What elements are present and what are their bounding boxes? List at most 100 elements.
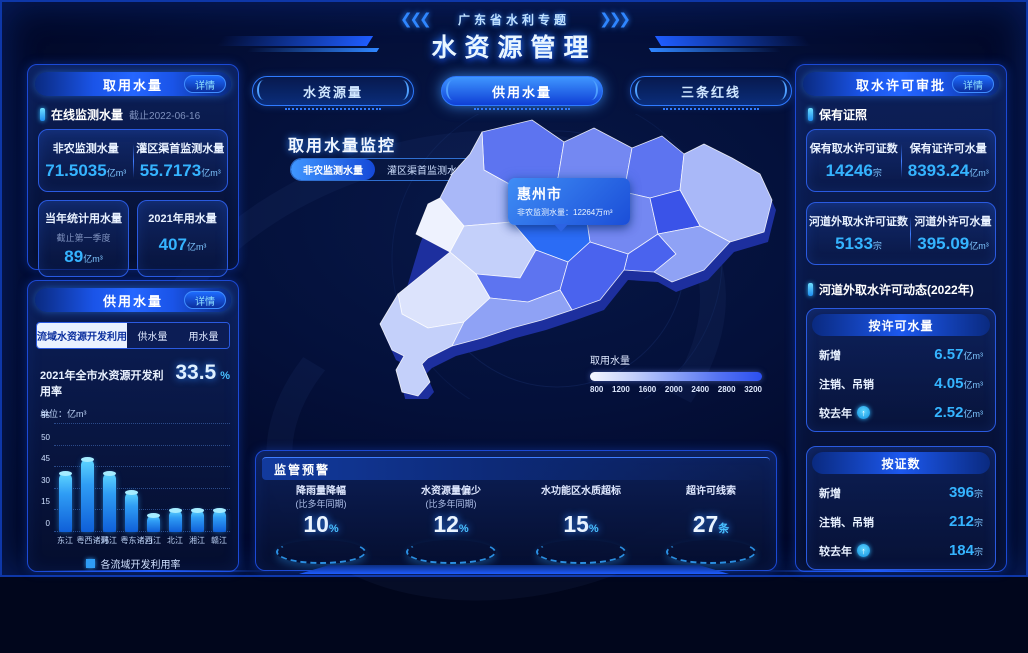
toggle-canal-head-monitoring[interactable]: 灌区渠首监测水量 bbox=[387, 166, 467, 177]
stat-held-permitted-volume: 保有证许可水量 8393.24亿m³ bbox=[907, 143, 989, 180]
chart-x-label: 北江 bbox=[167, 536, 183, 545]
section-online-monitoring: 在线监测水量 截止2022-06-16 bbox=[40, 106, 228, 123]
chart-legend: 各流域开发利用率 bbox=[28, 556, 238, 571]
section-marker-icon bbox=[40, 108, 45, 121]
legend-square-icon bbox=[85, 559, 95, 568]
chart-bar bbox=[190, 508, 204, 532]
map-region[interactable] bbox=[623, 135, 685, 199]
warning-rainfall-drop: 降雨量降幅 (比多年同期) 10% bbox=[256, 486, 386, 564]
toggle-nonfarm-monitoring[interactable]: 非农监测水量 bbox=[291, 159, 375, 180]
footer-line bbox=[32, 570, 272, 572]
pedestal-ring-icon bbox=[276, 540, 366, 564]
chart-bar bbox=[58, 470, 72, 532]
panel-title: 供用水量 bbox=[102, 293, 163, 309]
stat-river-external-count: 河道外取水许可证数 5133宗 bbox=[809, 216, 908, 253]
section-marker-icon bbox=[808, 283, 813, 296]
stat-2021-usage: 2021年用水量 407亿m³ bbox=[137, 200, 228, 277]
utilization-rate: 2021年全市水资源开发利用率 33.5 % bbox=[40, 361, 230, 398]
divider bbox=[900, 143, 902, 178]
section-permit-dynamics: 河道外取水许可动态(2022年) bbox=[808, 281, 996, 298]
out-of-river-card: 河道外取水许可证数 5133宗 河道外许可水量 395.09亿m³ bbox=[806, 202, 996, 265]
warning-resource-shortage: 水资源量偏少 (比多年同期) 12% bbox=[386, 486, 516, 564]
map-section-title: 取用水量监控 bbox=[288, 138, 397, 155]
chart-bar bbox=[212, 508, 226, 532]
panel-water-supply: 供用水量 详情 流域水资源开发利用 供水量 用水量 2021年全市水资源开发利用… bbox=[27, 280, 239, 572]
chart-bars bbox=[54, 424, 230, 532]
tab-basin-utilization[interactable]: 流域水资源开发利用 bbox=[37, 323, 127, 348]
chevrons-left-icon: ❮❮❮ bbox=[400, 11, 432, 28]
header: 广东省水利专题 水资源管理 ❮❮❮ ❯❯❯ bbox=[2, 2, 1026, 62]
tab-usage-volume[interactable]: 用水量 bbox=[178, 323, 229, 348]
monitor-values-card: 非农监测水量 71.5035亿m³ 灌区渠首监测水量 55.7173亿m³ bbox=[38, 129, 228, 192]
tab-three-red-lines[interactable]: 三条红线 bbox=[630, 76, 792, 110]
chart-bar bbox=[146, 512, 160, 532]
chart-x-label: 粤西诸河 bbox=[76, 536, 109, 545]
divider bbox=[910, 216, 911, 251]
detail-button[interactable]: 详情 bbox=[184, 75, 226, 93]
gradient-bar bbox=[590, 372, 762, 381]
panel-water-permit: 取水许可审批 详情 保有证照 保有取水许可证数 14246宗 保有证许可水量 8… bbox=[795, 64, 1007, 572]
header-wing-left bbox=[216, 32, 395, 54]
chart-x-label: 赣江 bbox=[211, 536, 227, 545]
chart-x-label: 粤东诸河 bbox=[120, 536, 153, 545]
chart-unit-label: 单位：亿m³ bbox=[40, 409, 87, 419]
center-tabs: 水资源量 供用水量 三条红线 bbox=[252, 76, 792, 110]
chart-bar bbox=[124, 489, 138, 532]
row-new-added: 新增 396宗 bbox=[819, 484, 983, 501]
chart-bar bbox=[168, 508, 182, 532]
section-held-licenses: 保有证照 bbox=[808, 106, 996, 123]
stat-river-external-volume: 河道外许可水量 395.09亿m³ bbox=[914, 216, 992, 253]
map-layer-toggles: 非农监测水量 灌区渠首监测水量 bbox=[290, 158, 480, 181]
map-region[interactable] bbox=[559, 241, 629, 311]
page-title: 水资源管理 bbox=[431, 34, 597, 62]
footer-decoration bbox=[299, 565, 729, 574]
chart-x-label: 湘江 bbox=[189, 536, 205, 545]
scale-ticks: 800 1200 1600 2000 2400 2800 3200 bbox=[590, 385, 762, 394]
chart-x-labels: 东江 粤西诸河 韩江 粤东诸河 西江 北江 湘江 赣江 bbox=[54, 535, 230, 546]
warning-quality-exceed: 水功能区水质超标 15% bbox=[516, 486, 646, 564]
panel-water-intake: 取用水量 详情 在线监测水量 截止2022-06-16 非农监测水量 71.50… bbox=[27, 64, 239, 277]
panel-title: 取用水量 bbox=[102, 77, 163, 93]
chart-x-label: 韩江 bbox=[101, 536, 117, 545]
detail-button[interactable]: 详情 bbox=[952, 75, 994, 93]
chart-bar bbox=[102, 470, 116, 532]
arrow-up-icon: ↑ bbox=[857, 544, 870, 557]
pedestal-ring-icon bbox=[536, 540, 626, 564]
panel-header: 监管预警 bbox=[262, 457, 770, 480]
by-certificate-count-panel: 按证数 新增 396宗 注销、吊销 212宗 较去年 ↑ 184宗 bbox=[806, 446, 996, 570]
divider bbox=[132, 143, 134, 178]
tab-supply-usage[interactable]: 供用水量 bbox=[441, 76, 603, 110]
tab-supply-volume[interactable]: 供水量 bbox=[127, 323, 178, 348]
basin-bar-chart: 0 15 30 45 50 55 bbox=[41, 411, 230, 532]
stat-nonfarm: 非农监测水量 71.5035亿m³ bbox=[45, 143, 127, 180]
row-vs-last-year: 较去年 ↑ 2.52亿m³ bbox=[819, 404, 983, 421]
supply-tabs: 流域水资源开发利用 供水量 用水量 bbox=[36, 322, 230, 349]
stat-canal-head: 灌区渠首监测水量 55.7173亿m³ bbox=[136, 143, 225, 180]
tab-water-resources[interactable]: 水资源量 bbox=[252, 76, 414, 110]
held-license-card: 保有取水许可证数 14246宗 保有证许可水量 8393.24亿m³ bbox=[806, 129, 996, 192]
subpanel-header: 按证数 bbox=[812, 452, 990, 474]
panel-header: 供用水量 详情 bbox=[35, 288, 231, 312]
asof-date: 截止2022-06-16 bbox=[129, 111, 201, 122]
detail-button[interactable]: 详情 bbox=[184, 291, 226, 309]
row-vs-last-year: 较去年 ↑ 184宗 bbox=[819, 542, 983, 559]
map-region[interactable] bbox=[379, 293, 465, 397]
map-color-scale: 取用水量 800 1200 1600 2000 2400 2800 3200 bbox=[590, 356, 762, 394]
map-tooltip: 惠州市 非农监测水量：12264万m³ bbox=[508, 178, 630, 232]
stat-current-year-usage: 当年统计用水量 截止第一季度 89亿m³ bbox=[38, 200, 129, 277]
header-wing-right bbox=[633, 32, 812, 54]
map-region[interactable] bbox=[653, 225, 731, 283]
row-cancelled: 注销、吊销 212宗 bbox=[819, 513, 983, 530]
chart-x-label: 东江 bbox=[57, 536, 73, 545]
header-subtitle: 广东省水利专题 bbox=[457, 13, 570, 27]
section-marker-icon bbox=[808, 108, 813, 121]
tooltip-value: 12264万m³ bbox=[573, 208, 613, 217]
subpanel-header: 按许可水量 bbox=[812, 314, 990, 336]
map-region[interactable] bbox=[451, 289, 573, 347]
pedestal-ring-icon bbox=[406, 540, 496, 564]
by-permitted-volume-panel: 按许可水量 新增 6.57亿m³ 注销、吊销 4.05亿m³ 较去年 ↑ 2.52… bbox=[806, 308, 996, 432]
chart-x-label: 西江 bbox=[145, 536, 161, 545]
tooltip-label: 非农监测水量： bbox=[517, 208, 573, 217]
panel-header: 取用水量 详情 bbox=[35, 72, 231, 96]
